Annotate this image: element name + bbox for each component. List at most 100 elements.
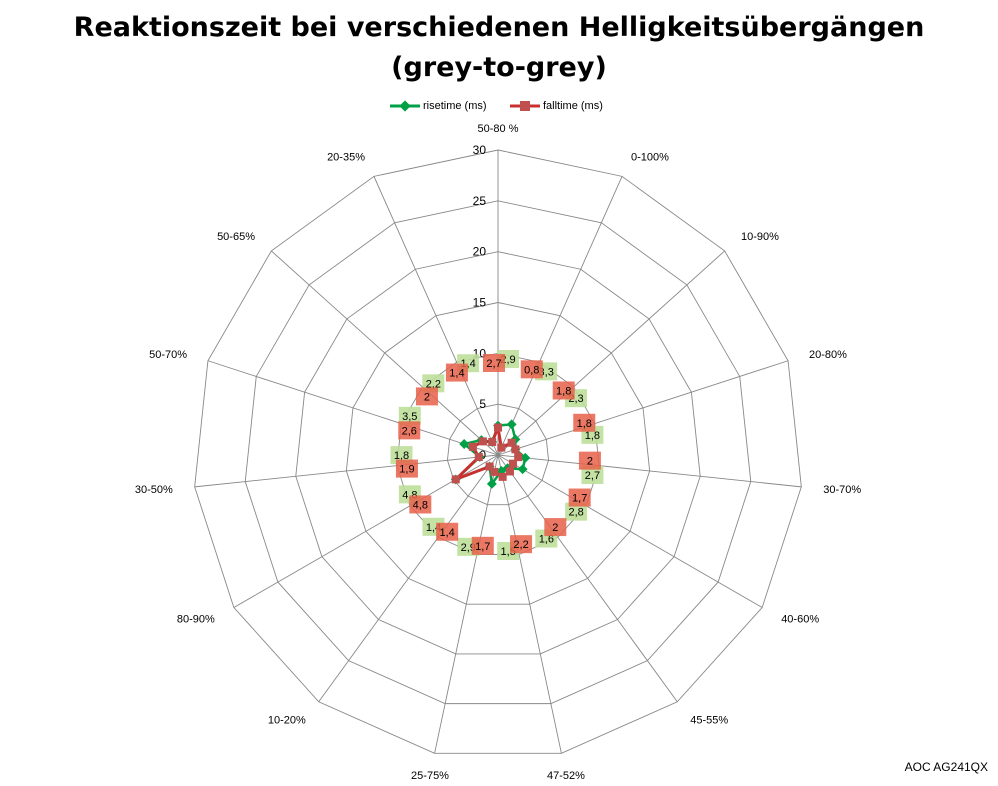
radial-tick-label: 20 [473, 245, 487, 259]
data-label-falltime: 2 [552, 522, 558, 534]
data-label-box-falltime [398, 421, 421, 440]
category-label: 25-75% [411, 770, 449, 782]
grid-spoke [497, 454, 562, 754]
data-label-falltime: 0,8 [524, 364, 539, 376]
data-point-risetime [506, 419, 517, 430]
grid-spoke [497, 454, 763, 608]
data-label-risetime: 2,2 [426, 378, 441, 390]
category-label: 50-65% [217, 231, 255, 243]
legend-label-risetime: risetime (ms) [423, 100, 487, 112]
data-point-falltime [511, 445, 520, 454]
grid-spoke [497, 454, 802, 488]
category-label: 47-52% [547, 770, 585, 782]
data-label-box-falltime [573, 413, 596, 432]
data-label-box-falltime [578, 451, 601, 470]
credit-label: AOC AG241QX [904, 760, 988, 774]
category-label: 50-80 % [478, 123, 519, 135]
data-label-box-falltime [415, 387, 438, 406]
data-point-falltime [498, 472, 507, 481]
category-label: 20-80% [809, 349, 847, 361]
grid-ring [194, 149, 802, 754]
data-point-falltime [468, 442, 477, 451]
data-point-falltime [508, 459, 517, 468]
data-label-box-falltime [483, 354, 505, 372]
data-label-falltime: 4,8 [413, 499, 428, 511]
chart-title: Reaktionszeit bei verschiedenen Helligke… [73, 12, 925, 43]
grid-spoke [497, 176, 623, 456]
grid-spoke [373, 176, 499, 456]
data-label-risetime: 2,8 [568, 507, 583, 519]
grid-ring [345, 302, 651, 605]
data-label-risetime: 1,6 [539, 534, 554, 546]
grid-spoke [497, 250, 725, 456]
data-label-falltime: 2,2 [513, 539, 528, 551]
grid-spoke [271, 250, 499, 456]
data-point-falltime [505, 467, 514, 476]
data-label-risetime: 2,7 [585, 470, 600, 482]
data-label-box-falltime [409, 495, 432, 514]
category-label: 30-50% [135, 484, 173, 496]
legend-label-falltime: falltime (ms) [543, 100, 603, 112]
chart-legend: risetime (ms) falltime (ms) [0, 100, 998, 120]
radial-tick-label: 5 [479, 397, 486, 411]
data-label-box-risetime [565, 502, 588, 521]
grid-spoke [207, 360, 499, 456]
legend-marker-risetime [390, 100, 420, 112]
data-point-falltime [494, 423, 502, 432]
legend-entry-falltime: falltime (ms) [510, 100, 603, 112]
data-point-risetime [517, 464, 528, 475]
legend-entry-risetime: risetime (ms) [390, 100, 487, 112]
data-label-box-falltime [544, 518, 567, 537]
data-label-risetime: 1,8 [394, 450, 409, 462]
data-label-falltime: 1,9 [399, 464, 414, 476]
category-label: 20-35% [327, 151, 365, 163]
data-label-falltime: 2,6 [402, 425, 417, 437]
grid-ring [446, 403, 550, 506]
data-point-falltime [451, 475, 460, 484]
data-label-falltime: 1,8 [556, 385, 571, 397]
data-label-falltime: 2,7 [486, 358, 501, 370]
grid-ring [295, 251, 701, 655]
data-point-falltime [485, 462, 494, 471]
data-label-box-falltime [436, 522, 459, 541]
data-label-box-falltime [552, 381, 575, 400]
data-label-box-risetime [398, 406, 421, 425]
data-label-box-risetime [390, 446, 413, 465]
grid-spoke [434, 454, 499, 754]
data-point-falltime [514, 453, 523, 462]
grid-spoke [497, 454, 678, 703]
category-label: 30-70% [823, 484, 861, 496]
category-label: 50-70% [149, 349, 187, 361]
category-label: 10-20% [268, 715, 306, 727]
radial-tick-label: 25 [473, 194, 487, 208]
legend-marker-falltime [510, 101, 540, 111]
category-label: 40-60% [781, 614, 819, 626]
grid-spoke [194, 454, 499, 488]
data-label-box-falltime [471, 536, 494, 555]
data-label-box-risetime [581, 465, 604, 484]
data-point-falltime [488, 437, 497, 446]
data-point-falltime [497, 443, 506, 452]
data-label-box-falltime [395, 459, 418, 478]
data-label-falltime: 1,8 [577, 418, 592, 430]
data-label-box-falltime [568, 488, 591, 507]
data-point-falltime [507, 438, 516, 447]
data-label-box-falltime [520, 360, 543, 379]
chart-subtitle: (grey-to-grey) [391, 52, 607, 83]
radial-tick-label: 30 [473, 143, 487, 157]
data-label-risetime: 1,8 [585, 430, 600, 442]
data-point-falltime [478, 437, 487, 446]
data-point-falltime [474, 453, 483, 462]
data-point-risetime [486, 478, 497, 489]
data-point-risetime [459, 439, 470, 449]
data-label-falltime: 2 [587, 456, 593, 468]
data-label-box-falltime [445, 363, 468, 382]
radial-tick-label: 15 [473, 296, 487, 310]
grid-spoke [318, 454, 499, 703]
data-label-falltime: 1,7 [572, 493, 587, 505]
data-point-falltime [490, 467, 499, 476]
category-label: 0-100% [631, 151, 669, 163]
data-label-falltime: 2 [424, 391, 430, 403]
